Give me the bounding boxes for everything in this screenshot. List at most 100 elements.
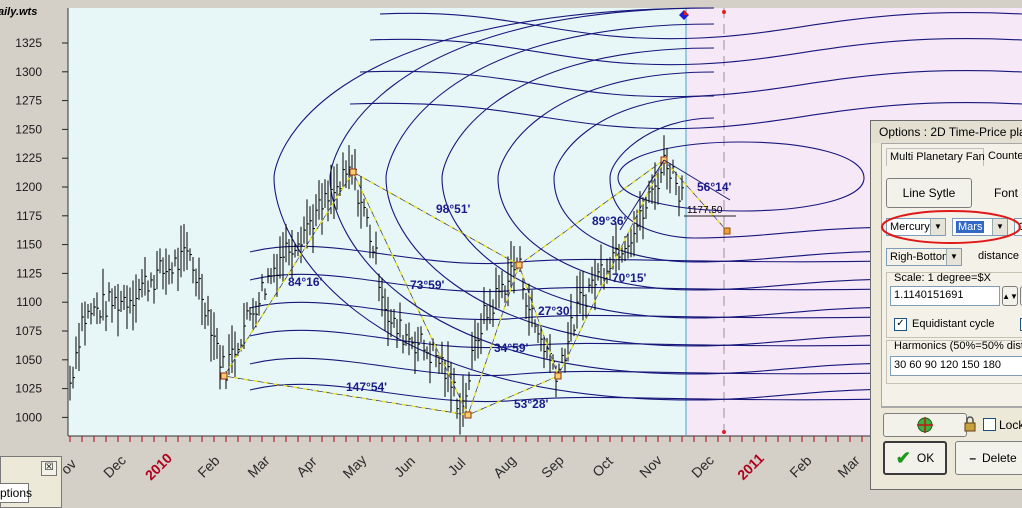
- y-axis: 1325 1300 1275 1250 1225 1200 1175 1150 1125 1100…: [15, 36, 68, 424]
- y-tick-label: 1275: [15, 94, 42, 108]
- projection-point[interactable]: [723, 227, 731, 235]
- pattern-point[interactable]: [220, 372, 228, 380]
- crosshair-icon: [917, 417, 933, 433]
- y-tick-label: 1200: [15, 180, 42, 194]
- scale-input[interactable]: 1.1140151691: [890, 286, 1000, 306]
- pattern-leg: [557, 159, 665, 377]
- tab-counter[interactable]: Counte: [988, 150, 1022, 162]
- check-icon: ✔: [895, 447, 911, 468]
- options-panel: Multi Planetary Fan Counte Line Sytle Fo…: [881, 143, 1022, 407]
- scale-group: [886, 272, 1022, 338]
- tab-multi-planetary-fan[interactable]: Multi Planetary Fan: [886, 148, 985, 166]
- contour-wave: [369, 38, 1022, 66]
- tab-options[interactable]: ptions: [0, 483, 32, 503]
- distance-label: distance i: [978, 250, 1022, 262]
- line-style-button[interactable]: Line Sytle: [886, 178, 972, 208]
- ok-label: OK: [916, 451, 935, 465]
- harmonic-pattern[interactable]: [220, 156, 731, 419]
- y-tick-label: 1250: [15, 122, 42, 136]
- y-tick-label: 1100: [16, 295, 42, 309]
- pattern-leg-shadow: [223, 375, 469, 416]
- lock-label: Lock: [999, 418, 1022, 432]
- angle-label: 56°14': [697, 180, 731, 194]
- highlight-ellipse: [881, 210, 1021, 244]
- contour-low: [249, 245, 1022, 265]
- contour-arc: [385, 23, 1022, 347]
- y-tick-label: 1000: [15, 410, 42, 424]
- y-tick-label: 1050: [15, 353, 42, 367]
- scale-label: Scale: 1 degree=$X: [894, 272, 991, 284]
- pattern-leg-shadow: [467, 375, 559, 416]
- contour-low: [249, 273, 1022, 293]
- red-time-marker-half: [684, 10, 689, 15]
- pattern-point[interactable]: [464, 411, 472, 419]
- chart-file-title: aily.wts: [0, 6, 37, 18]
- minus-icon: –: [969, 451, 976, 465]
- top-red-marker[interactable]: [722, 10, 726, 14]
- angle-labels: 84°16' 147°54' 73°59' 98°51' 34°59' 53°28' 27°…: [288, 180, 731, 411]
- bottom-red-marker[interactable]: [722, 430, 726, 434]
- ok-button[interactable]: ✔ OK: [883, 441, 947, 475]
- angle-label: 147°54': [346, 380, 387, 394]
- contour-arc: [273, 7, 1022, 401]
- y-tick-label: 1225: [15, 151, 42, 165]
- pattern-leg: [467, 264, 520, 416]
- contour-low: [249, 383, 1022, 403]
- angle-label: 70°15': [612, 271, 646, 285]
- y-tick-label: 1025: [15, 382, 42, 396]
- pattern-leg: [467, 375, 559, 416]
- angle-label: 98°51': [436, 202, 470, 216]
- angle-label: 53°28': [514, 397, 548, 411]
- dialog-title: Options : 2D Time-Price pla: [871, 121, 1022, 143]
- mini-window: ☒ ptions: [0, 456, 62, 508]
- y-tick-label: 1175: [16, 209, 42, 223]
- chevron-down-icon: ▼: [992, 219, 1007, 235]
- planet1-select[interactable]: Mercury ▼: [886, 218, 946, 236]
- corner-value: Righ-Bottom: [890, 251, 952, 263]
- angle-line: [663, 159, 731, 201]
- pattern-leg-shadow: [352, 171, 469, 416]
- price-marker-label: 1177.50: [687, 205, 723, 216]
- planet1-value: Mercury: [890, 221, 930, 233]
- scale-extra-button[interactable]: [1020, 286, 1022, 306]
- divider: [881, 407, 1022, 408]
- corner-select[interactable]: Righ-Bottom ▼: [886, 248, 962, 266]
- contour-arc: [441, 47, 1022, 319]
- y-tick-label: 1325: [15, 36, 42, 50]
- planetary-contours: [249, 7, 1022, 403]
- equidistant-label: Equidistant cycle: [912, 318, 995, 330]
- pattern-leg-shadow: [518, 264, 559, 377]
- harmonics-input[interactable]: 30 60 90 120 150 180: [890, 356, 1022, 376]
- delete-label: Delete: [982, 451, 1017, 465]
- second-checkbox[interactable]: [1020, 318, 1022, 331]
- lock-checkbox[interactable]: [983, 418, 996, 431]
- scale-spinner[interactable]: ▲▼: [1002, 286, 1018, 306]
- contour-inner: [617, 141, 865, 212]
- y-tick-label: 1300: [15, 65, 42, 79]
- pattern-leg-shadow: [518, 159, 665, 266]
- font-style-label[interactable]: Font S: [994, 186, 1022, 200]
- pattern-point[interactable]: [515, 261, 523, 269]
- delete-button[interactable]: – Delete: [955, 441, 1022, 475]
- y-tick-label: 1075: [15, 324, 42, 338]
- planet2-value: Mars: [956, 221, 985, 233]
- close-icon[interactable]: ☒: [41, 461, 57, 476]
- equidistant-checkbox[interactable]: ✓: [894, 318, 907, 331]
- pattern-leg-shadow: [467, 264, 520, 416]
- pattern-point[interactable]: [349, 168, 357, 176]
- angle-label: 27°30': [538, 304, 572, 318]
- price-bars: [69, 135, 684, 435]
- target-button[interactable]: [883, 413, 967, 437]
- angle-label: 34°59': [494, 341, 528, 355]
- contour-wave: [349, 102, 1022, 130]
- angle-label: 84°16': [288, 275, 322, 289]
- options-dialog: Options : 2D Time-Price pla Multi Planet…: [870, 120, 1022, 490]
- harmonics-label: Harmonics (50%=50% dist;5: [894, 340, 1022, 352]
- contour-arc: [609, 117, 1022, 239]
- padlock-icon: [964, 416, 976, 432]
- contour-wave: [379, 12, 1022, 40]
- angle-line: [619, 159, 665, 231]
- planet2-select[interactable]: Mars ▼: [952, 218, 1008, 236]
- pattern-point[interactable]: [554, 372, 562, 380]
